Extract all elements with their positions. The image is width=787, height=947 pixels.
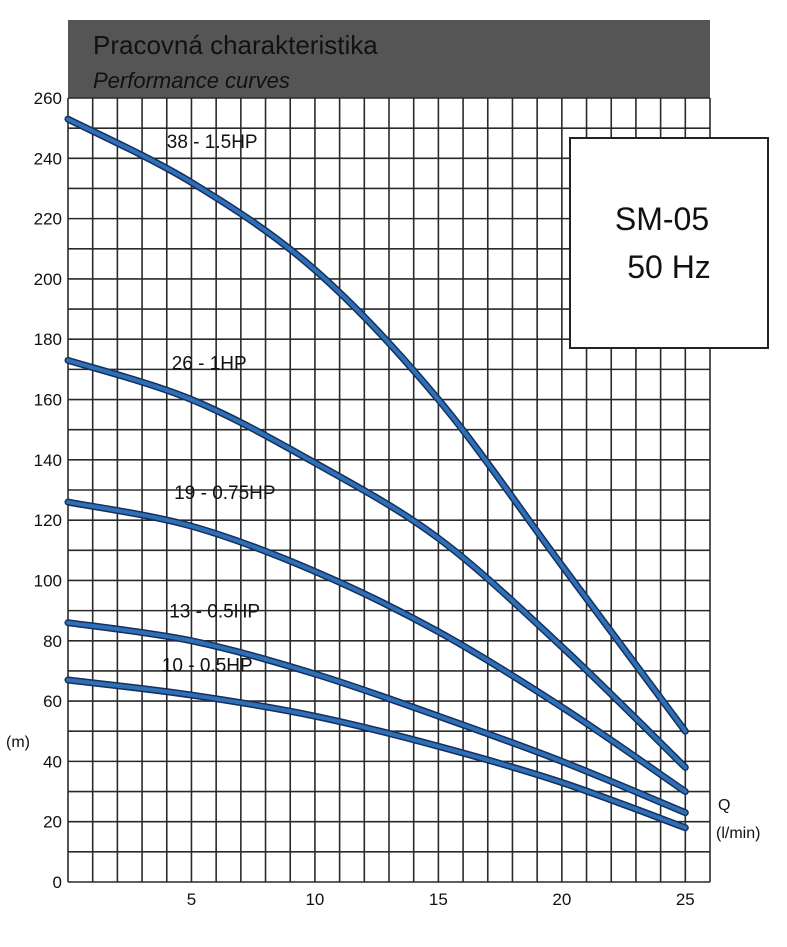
y-tick-label: 0 [53, 873, 62, 892]
y-tick-label: 100 [34, 571, 62, 590]
x-axis-symbol: Q [718, 797, 730, 814]
x-tick-label: 10 [305, 890, 324, 909]
series-line [66, 620, 688, 815]
series-label: 19 - 0.75HP [174, 483, 275, 504]
y-tick-label: 220 [34, 210, 62, 229]
y-tick-label: 40 [43, 752, 62, 771]
x-tick-label: 25 [676, 890, 695, 909]
x-tick-label: 20 [552, 890, 571, 909]
series-line [66, 677, 688, 830]
y-axis-unit: (m) [6, 734, 30, 751]
chart-subtitle: Performance curves [93, 68, 290, 93]
chart-title: Pracovná charakteristika [93, 30, 378, 60]
x-tick-label: 15 [429, 890, 448, 909]
model-frequency: 50 Hz [627, 249, 711, 285]
series-line [66, 358, 688, 770]
series-labels: 38 - 1.5HP 26 - 1HP 19 - 0.75HP 13 - 0.5HP 1… [162, 132, 276, 677]
y-tick-label: 60 [43, 692, 62, 711]
series-line [66, 117, 688, 734]
y-tick-label: 240 [34, 149, 62, 168]
y-tick-label: 80 [43, 632, 62, 651]
x-tick-label: 5 [187, 890, 196, 909]
y-tick-label: 20 [43, 813, 62, 832]
series-label: 38 - 1.5HP [167, 132, 258, 153]
series-label: 13 - 0.5HP [169, 602, 260, 623]
model-name: SM-05 [615, 201, 709, 237]
y-tick-label: 140 [34, 451, 62, 470]
series-label: 10 - 0.5HP [162, 655, 253, 676]
model-box [569, 137, 769, 349]
y-tick-label: 260 [34, 89, 62, 108]
y-tick-label: 180 [34, 330, 62, 349]
header-bar [68, 20, 710, 98]
curves [64, 115, 689, 832]
x-axis-unit: (l/min) [716, 825, 760, 842]
y-tick-label: 200 [34, 270, 62, 289]
y-tick-label: 160 [34, 391, 62, 410]
tick-labels: 0 20 40 60 80 100 120 140 160 180 200 220 240 260 5 10 1… [34, 89, 695, 909]
series-label: 26 - 1HP [172, 353, 247, 374]
series-line [66, 500, 688, 794]
y-tick-label: 120 [34, 511, 62, 530]
